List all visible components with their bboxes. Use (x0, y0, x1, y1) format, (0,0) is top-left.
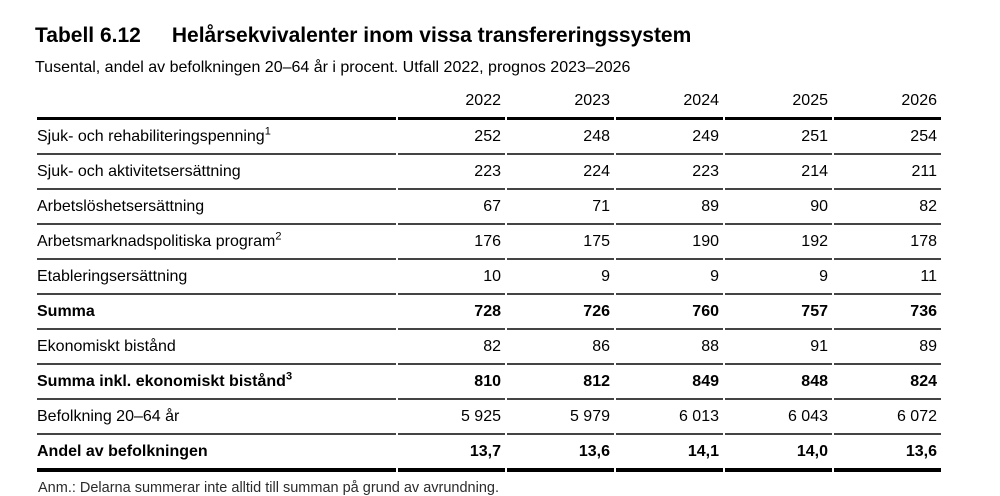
table-row: Arbetsmarknadspolitiska program2 176 175 19… (37, 225, 941, 260)
row-label: Arbetslöshetsersättning (37, 190, 396, 225)
value-cell: 224 (507, 155, 614, 190)
value-cell: 810 (398, 365, 505, 400)
value-cell: 90 (725, 190, 832, 225)
value-cell: 736 (834, 295, 941, 330)
statistics-table: 2022 2023 2024 2025 2026 Sjuk- och rehabilit… (35, 89, 943, 472)
value-cell: 9 (507, 260, 614, 295)
table-number: Tabell 6.12 (35, 24, 141, 47)
value-cell: 89 (834, 330, 941, 365)
value-cell: 71 (507, 190, 614, 225)
table-row: Summa 728 726 760 757 736 (37, 295, 941, 330)
value-cell: 13,6 (507, 435, 614, 472)
column-header: 2024 (616, 89, 723, 120)
table-header-row: 2022 2023 2024 2025 2026 (37, 89, 941, 120)
value-cell: 86 (507, 330, 614, 365)
footnote-marker: 2 (275, 230, 282, 243)
value-cell: 82 (834, 190, 941, 225)
value-cell: 88 (616, 330, 723, 365)
value-cell: 248 (507, 120, 614, 155)
value-cell: 254 (834, 120, 941, 155)
value-cell: 757 (725, 295, 832, 330)
table-row: Sjuk- och aktivitetsersättning 223 224 223 2… (37, 155, 941, 190)
value-cell: 223 (616, 155, 723, 190)
row-label: Etableringsersättning (37, 260, 396, 295)
value-cell: 67 (398, 190, 505, 225)
value-cell: 14,0 (725, 435, 832, 472)
table-title-text: Helårsekvivalenter inom vissa transferer… (171, 24, 692, 47)
table-row: Befolkning 20–64 år 5 925 5 979 6 013 6 043 6… (37, 400, 941, 435)
value-cell: 249 (616, 120, 723, 155)
value-cell: 11 (834, 260, 941, 295)
table-row: Ekonomiskt bistånd 82 86 88 91 89 (37, 330, 941, 365)
value-cell: 91 (725, 330, 832, 365)
value-cell: 89 (616, 190, 723, 225)
footnote-marker: 1 (264, 125, 271, 138)
value-cell: 812 (507, 365, 614, 400)
document-page: Tabell 6.12 Helårsekvivalenter inom vissa… (35, 25, 965, 472)
table-row: Etableringsersättning 10 9 9 9 11 (37, 260, 941, 295)
value-cell: 9 (725, 260, 832, 295)
value-cell: 175 (507, 225, 614, 260)
value-cell: 726 (507, 295, 614, 330)
table-row: Arbetslöshetsersättning 67 71 89 90 82 (37, 190, 941, 225)
value-cell: 192 (725, 225, 832, 260)
column-header: 2025 (725, 89, 832, 120)
table-footnote: Anm.: Delarna summerar inte alltid till … (38, 480, 499, 496)
value-cell: 223 (398, 155, 505, 190)
row-label: Ekonomiskt bistånd (37, 330, 396, 365)
value-cell: 10 (398, 260, 505, 295)
table-subtitle: Tusental, andel av befolkningen 20–64 år… (35, 59, 631, 76)
value-cell: 6 013 (616, 400, 723, 435)
value-cell: 728 (398, 295, 505, 330)
row-label: Arbetsmarknadspolitiska program2 (37, 225, 396, 260)
value-cell: 82 (398, 330, 505, 365)
value-cell: 9 (616, 260, 723, 295)
value-cell: 211 (834, 155, 941, 190)
value-cell: 849 (616, 365, 723, 400)
value-cell: 760 (616, 295, 723, 330)
column-header: 2026 (834, 89, 941, 120)
row-label: Andel av befolkningen (37, 435, 396, 472)
table-row: Summa inkl. ekonomiskt bistånd3 810 812 849… (37, 365, 941, 400)
row-label: Befolkning 20–64 år (37, 400, 396, 435)
row-label: Sjuk- och rehabiliteringspenning1 (37, 120, 396, 155)
value-cell: 176 (398, 225, 505, 260)
value-cell: 190 (616, 225, 723, 260)
table-row: Andel av befolkningen 13,7 13,6 14,1 14,0 13,… (37, 435, 941, 472)
value-cell: 214 (725, 155, 832, 190)
row-label: Sjuk- och aktivitetsersättning (37, 155, 396, 190)
table-body: Sjuk- och rehabiliteringspenning1 252 248 2… (37, 120, 941, 472)
value-cell: 848 (725, 365, 832, 400)
value-cell: 13,6 (834, 435, 941, 472)
table-row: Sjuk- och rehabiliteringspenning1 252 248 2… (37, 120, 941, 155)
value-cell: 6 072 (834, 400, 941, 435)
value-cell: 252 (398, 120, 505, 155)
value-cell: 5 925 (398, 400, 505, 435)
column-header: 2023 (507, 89, 614, 120)
value-cell: 824 (834, 365, 941, 400)
footnote-marker: 3 (285, 370, 293, 383)
value-cell: 5 979 (507, 400, 614, 435)
row-label: Summa (37, 295, 396, 330)
table-title: Tabell 6.12 Helårsekvivalenter inom vissa… (35, 25, 965, 46)
value-cell: 251 (725, 120, 832, 155)
value-cell: 13,7 (398, 435, 505, 472)
column-header: 2022 (398, 89, 505, 120)
row-label: Summa inkl. ekonomiskt bistånd3 (37, 365, 396, 400)
value-cell: 6 043 (725, 400, 832, 435)
value-cell: 14,1 (616, 435, 723, 472)
value-cell: 178 (834, 225, 941, 260)
corner-cell (37, 89, 396, 120)
